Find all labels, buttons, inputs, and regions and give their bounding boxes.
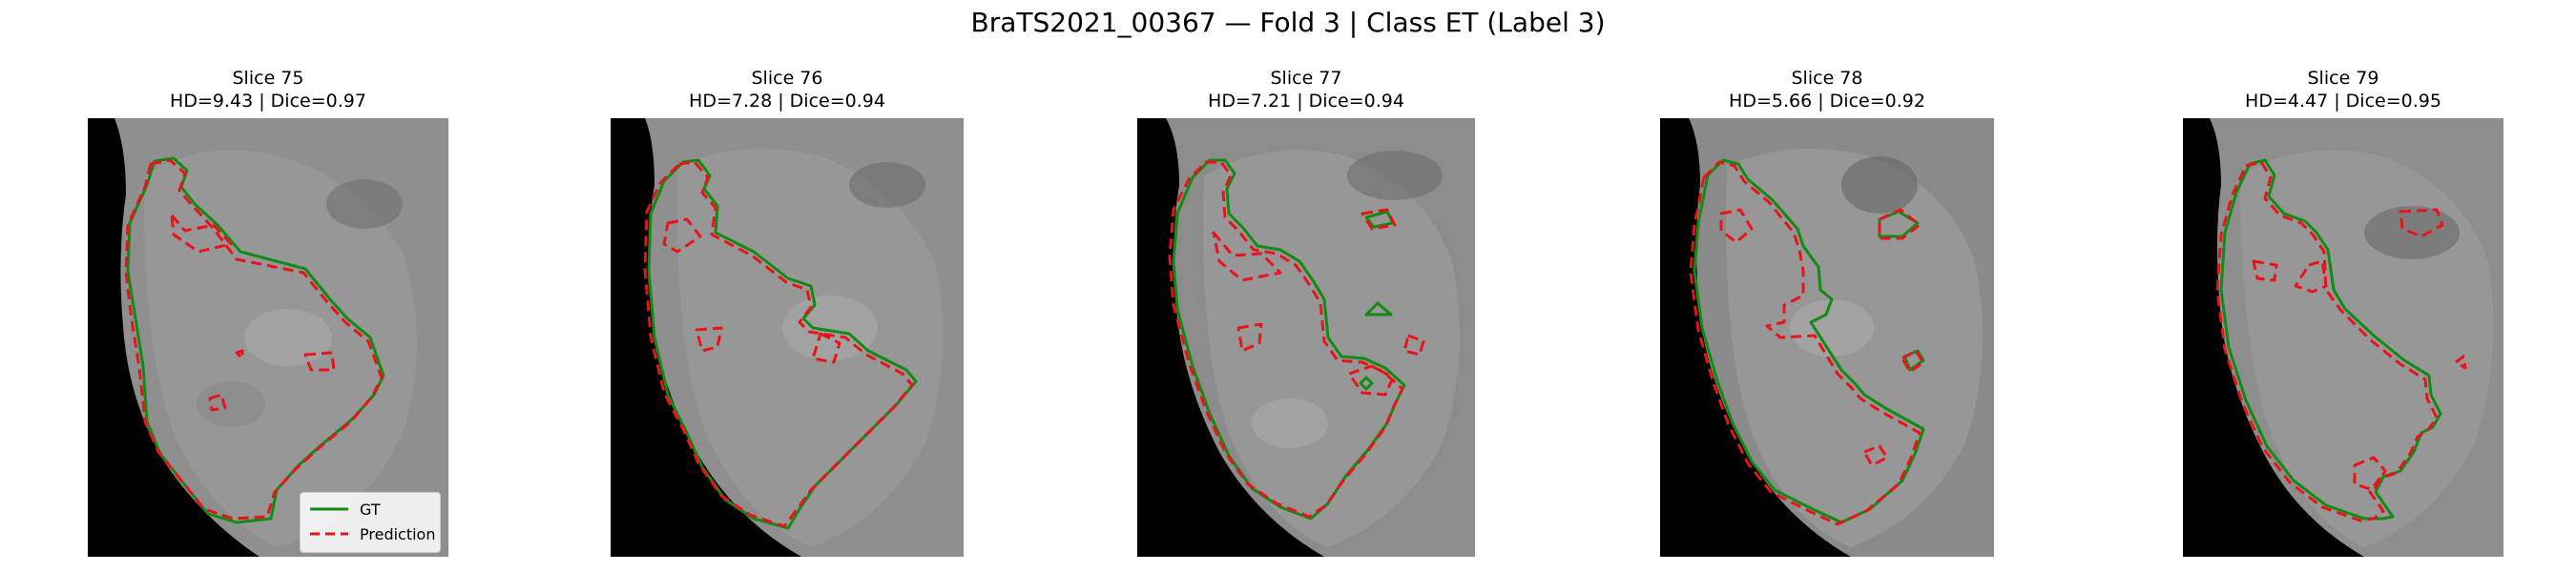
mri-slice-image: [1137, 118, 1475, 557]
slice-metrics: HD=5.66 | Dice=0.92: [1729, 91, 1925, 112]
mri-slice-image: [2183, 118, 2503, 557]
legend-prediction-label: Prediction: [360, 524, 436, 543]
slice-metrics: HD=7.28 | Dice=0.94: [689, 91, 885, 112]
slice-panel: Slice 75 HD=9.43 | Dice=0.97: [88, 67, 448, 557]
prediction-contour: [2215, 160, 2467, 522]
mri-slice-image: [1660, 118, 1994, 557]
slice-title: Slice 77: [1270, 68, 1342, 89]
slice-title: Slice 78: [1791, 68, 1863, 89]
legend: GT Prediction: [300, 492, 441, 553]
legend-gt-label: GT: [360, 500, 381, 519]
slice-panel: Slice 78 HD=5.66 | Dice=0.92: [1660, 67, 1994, 557]
mri-slice-image: [611, 118, 964, 557]
figure-title: BraTS2021_00367 — Fold 3 | Class ET (Lab…: [970, 7, 1606, 38]
mri-slice-image: [88, 118, 448, 557]
slice-panel: Slice 79 HD=4.47 | Dice=0.95: [2183, 67, 2503, 557]
gt-line-swatch-icon: [310, 507, 348, 511]
slice-title: Slice 75: [232, 68, 304, 89]
prediction-dashed-swatch-icon: [310, 532, 348, 536]
gt-contour: [1172, 158, 1406, 521]
prediction-contour: [1168, 160, 1425, 519]
prediction-contour: [1689, 160, 1925, 526]
slice-title: Slice 79: [2307, 68, 2379, 89]
prediction-contour: [124, 158, 384, 521]
slice-metrics: HD=9.43 | Dice=0.97: [170, 91, 366, 112]
legend-gt-entry: GT: [310, 499, 381, 520]
slice-title: Slice 76: [751, 68, 823, 89]
legend-prediction-entry: Prediction: [310, 523, 435, 544]
slice-metrics: HD=4.47 | Dice=0.95: [2245, 91, 2441, 112]
prediction-contour: [643, 160, 914, 528]
slice-panel: Slice 77 HD=7.21 | Dice=0.94: [1137, 67, 1475, 557]
slice-panel: Slice 76 HD=7.28 | Dice=0.94: [611, 67, 964, 557]
gt-contour: [2219, 158, 2442, 521]
slice-metrics: HD=7.21 | Dice=0.94: [1208, 91, 1404, 112]
